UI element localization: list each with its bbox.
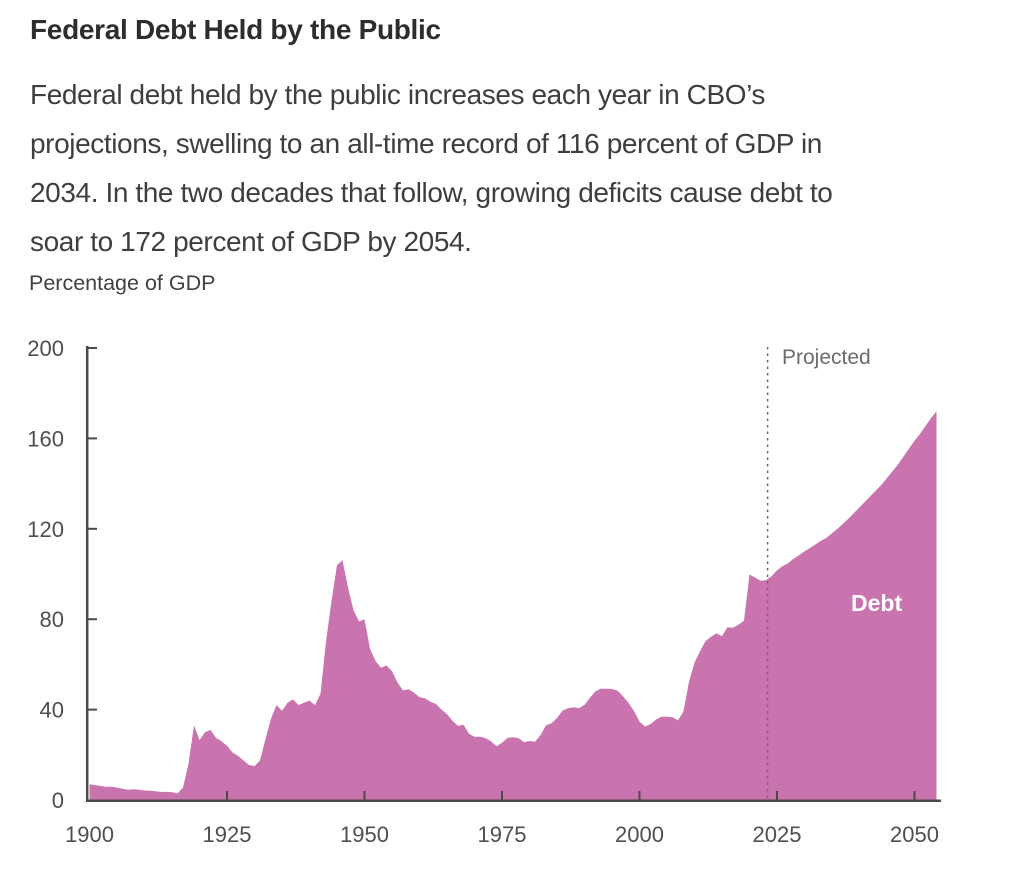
x-tick-label-2025: 2025 [753, 822, 802, 847]
figure-subtitle-line: projections, swelling to an all-time rec… [30, 128, 822, 159]
y-axis-unit-label: Percentage of GDP [29, 271, 216, 295]
y-tick-label-40: 40 [40, 698, 64, 723]
y-tick-label-200: 200 [27, 336, 64, 361]
x-tick-label-1900: 1900 [65, 822, 114, 847]
y-tick-label-80: 80 [40, 607, 64, 632]
x-tick-label-1975: 1975 [478, 822, 527, 847]
figure-subtitle: Federal debt held by the public increase… [30, 70, 833, 266]
x-tick-label-2000: 2000 [615, 822, 664, 847]
figure-subtitle-line: 2034. In the two decades that follow, gr… [30, 177, 833, 208]
y-tick-label-0: 0 [52, 788, 64, 813]
y-tick-label-120: 120 [27, 517, 64, 542]
x-tick-label-1925: 1925 [203, 822, 252, 847]
figure-subtitle-line: Federal debt held by the public increase… [30, 79, 766, 110]
x-tick-label-2050: 2050 [890, 822, 939, 847]
x-tick-label-1950: 1950 [340, 822, 389, 847]
debt-area [89, 411, 937, 801]
figure-subtitle-line: soar to 172 percent of GDP by 2054. [30, 226, 472, 257]
y-tick-label-160: 160 [27, 426, 64, 451]
projected-label: Projected [782, 346, 871, 369]
figure-title: Federal Debt Held by the Public [30, 14, 441, 45]
debt-area-label: Debt [851, 590, 902, 616]
